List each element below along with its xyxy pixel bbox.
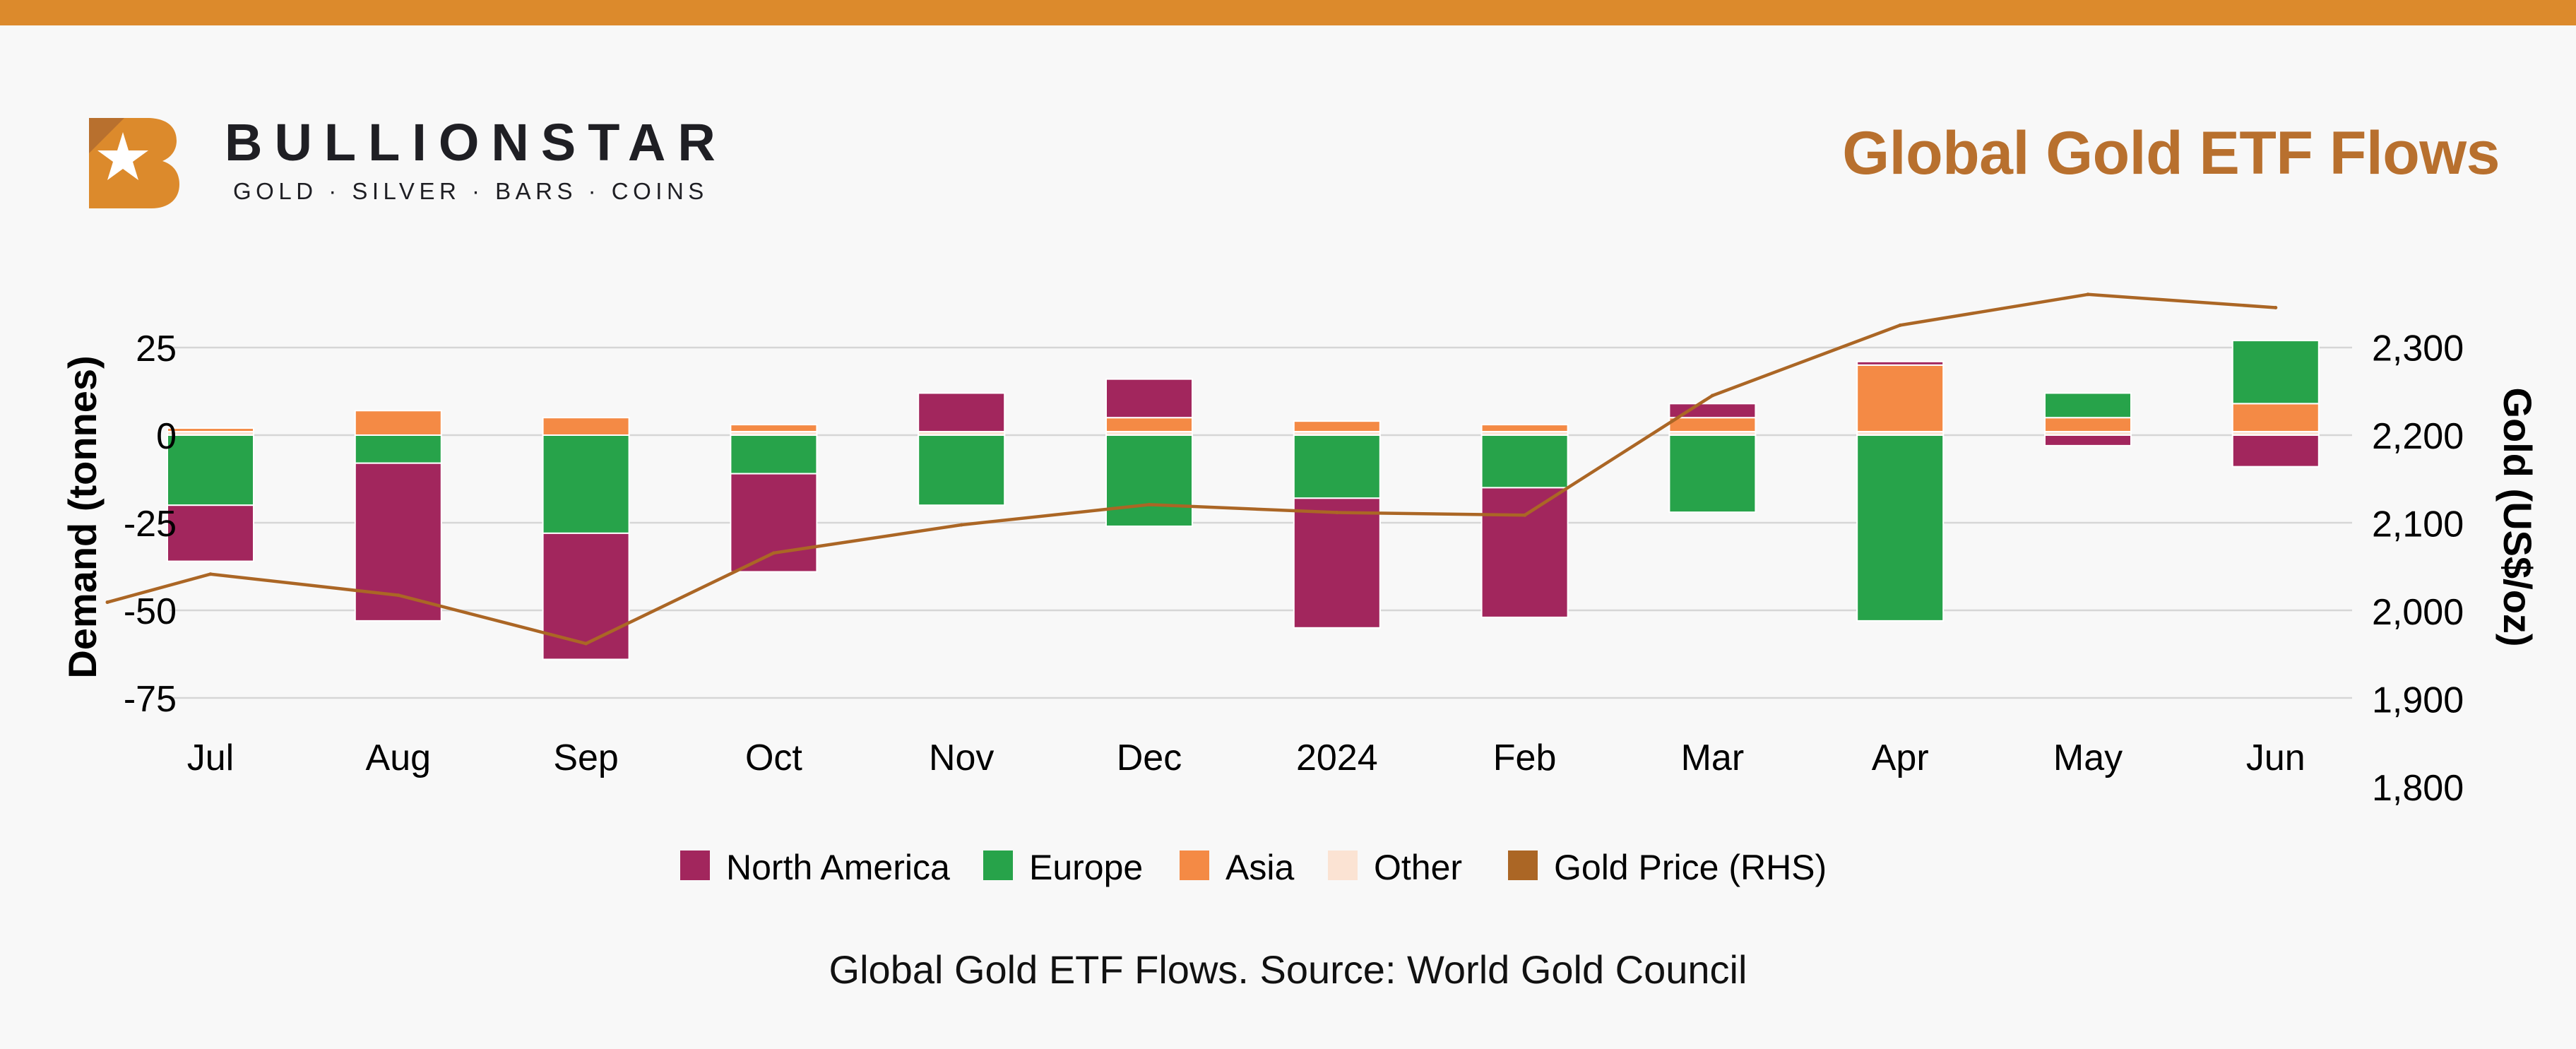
x-tick-label: Feb [1493,737,1557,778]
bar-asia [542,417,630,437]
bar-north-america [2044,434,2132,446]
legend-swatch [1180,851,1209,880]
legend-swatch [680,851,710,880]
x-tick-label: Oct [745,737,802,778]
gold-price-line-layer [105,292,2278,646]
y-right-tick-label: 2,100 [2372,504,2464,545]
y-axis-left: 25 0 -25 -50 -75 [124,328,177,720]
bar-north-america [167,504,254,562]
bar-europe [918,434,1006,506]
bar-europe [1856,434,1945,622]
gold-price-point [396,593,400,598]
gold-price-point [1710,393,1714,398]
x-tick-label: 2024 [1296,737,1378,778]
x-tick-label: Mar [1681,737,1745,778]
bar-europe [730,434,818,475]
gold-price-point [1523,513,1527,517]
gold-price-point [959,523,963,527]
y-left-tick-label: -25 [124,504,177,545]
brand-name: BULLIONSTAR [225,117,728,172]
bar-asia [1105,417,1193,433]
bullionstar-logo-icon [89,118,179,208]
bar-europe [1293,434,1381,499]
brand-logo: BULLIONSTAR GOLD · SILVER · BARS · COINS [89,117,728,208]
x-axis: Jul Aug Sep Oct Nov Dec 2024 Feb Mar Apr May Jun [187,737,2305,778]
legend-label: North America [726,848,950,887]
bars-layer [167,340,2320,660]
x-tick-label: Jul [187,737,234,778]
top-accent-bar [0,0,2576,25]
gold-price-point [105,600,109,605]
y-right-tick-label: 1,800 [2372,768,2464,809]
bar-asia [730,424,818,433]
bar-europe [542,434,630,534]
y-left-tick-label: 25 [136,328,177,369]
y-left-tick-label: -75 [124,679,177,720]
y-axis-right: 2,300 2,200 2,100 2,000 1,900 1,800 [2372,328,2464,810]
grid-lines [170,346,2352,699]
y-right-tick-label: 2,300 [2372,328,2464,369]
bar-asia [2044,417,2132,433]
y-right-tick-label: 1,900 [2372,680,2464,721]
y-right-tick-label: 2,000 [2372,592,2464,633]
legend-swatch [983,851,1013,880]
bar-north-america [2231,434,2320,468]
chart-caption: Global Gold ETF Flows. Source: World Gol… [829,947,1747,992]
bar-asia [1668,417,1757,433]
bar-europe [354,434,442,464]
gold-price-point [1147,502,1151,506]
bar-north-america [1480,487,1569,618]
gold-price-point [2086,292,2090,297]
bar-north-america [1293,497,1381,629]
bar-europe [1480,434,1569,489]
legend-swatch [1328,851,1358,880]
bar-europe [2044,392,2132,419]
y-right-tick-label: 2,200 [2372,416,2464,457]
brand-tagline: GOLD · SILVER · BARS · COINS [233,178,708,204]
x-tick-label: Apr [1872,737,1929,778]
legend-label: Other [1374,848,1462,887]
bar-north-america [354,462,442,622]
x-tick-label: Jun [2246,737,2305,778]
bar-asia [354,410,442,437]
legend-label: Asia [1225,848,1294,887]
x-tick-label: Sep [553,737,619,778]
bar-north-america [918,392,1006,433]
legend: North America Europe Asia Other Gold Price (… [680,848,1827,887]
legend-label: Gold Price (RHS) [1554,848,1827,887]
bar-north-america [1105,378,1193,419]
bar-asia [2231,403,2320,433]
y-left-tick-label: 0 [156,416,177,457]
bar-europe [167,434,254,506]
bar-europe [2231,340,2320,405]
legend-label: Europe [1029,848,1143,887]
y-axis-left-label: Demand (tonnes) [60,355,105,678]
bar-europe [1668,434,1757,514]
bar-north-america [1668,403,1757,419]
bar-north-america [542,532,630,660]
gold-price-point [1335,511,1339,515]
gold-price-point [208,572,213,576]
gold-price-point [2274,305,2278,309]
legend-swatch [1508,851,1538,880]
x-tick-label: May [2053,737,2123,778]
bar-north-america [1856,360,1945,366]
x-tick-label: Dec [1117,737,1182,778]
bar-asia [1293,420,1381,433]
y-left-tick-label: -50 [124,591,177,632]
bar-europe [1105,434,1193,527]
gold-price-point [1898,323,1902,327]
bar-asia [1856,364,1945,433]
y-axis-right-label: Gold (US$/oz) [2495,387,2540,646]
bar-asia [167,427,254,433]
bar-north-america [730,473,818,573]
chart-title: Global Gold ETF Flows [1842,119,2500,187]
gold-price-point [771,551,776,555]
x-tick-label: Aug [366,737,432,778]
x-tick-label: Nov [929,737,994,778]
bar-asia [1480,424,1569,433]
gold-price-point [584,641,588,646]
